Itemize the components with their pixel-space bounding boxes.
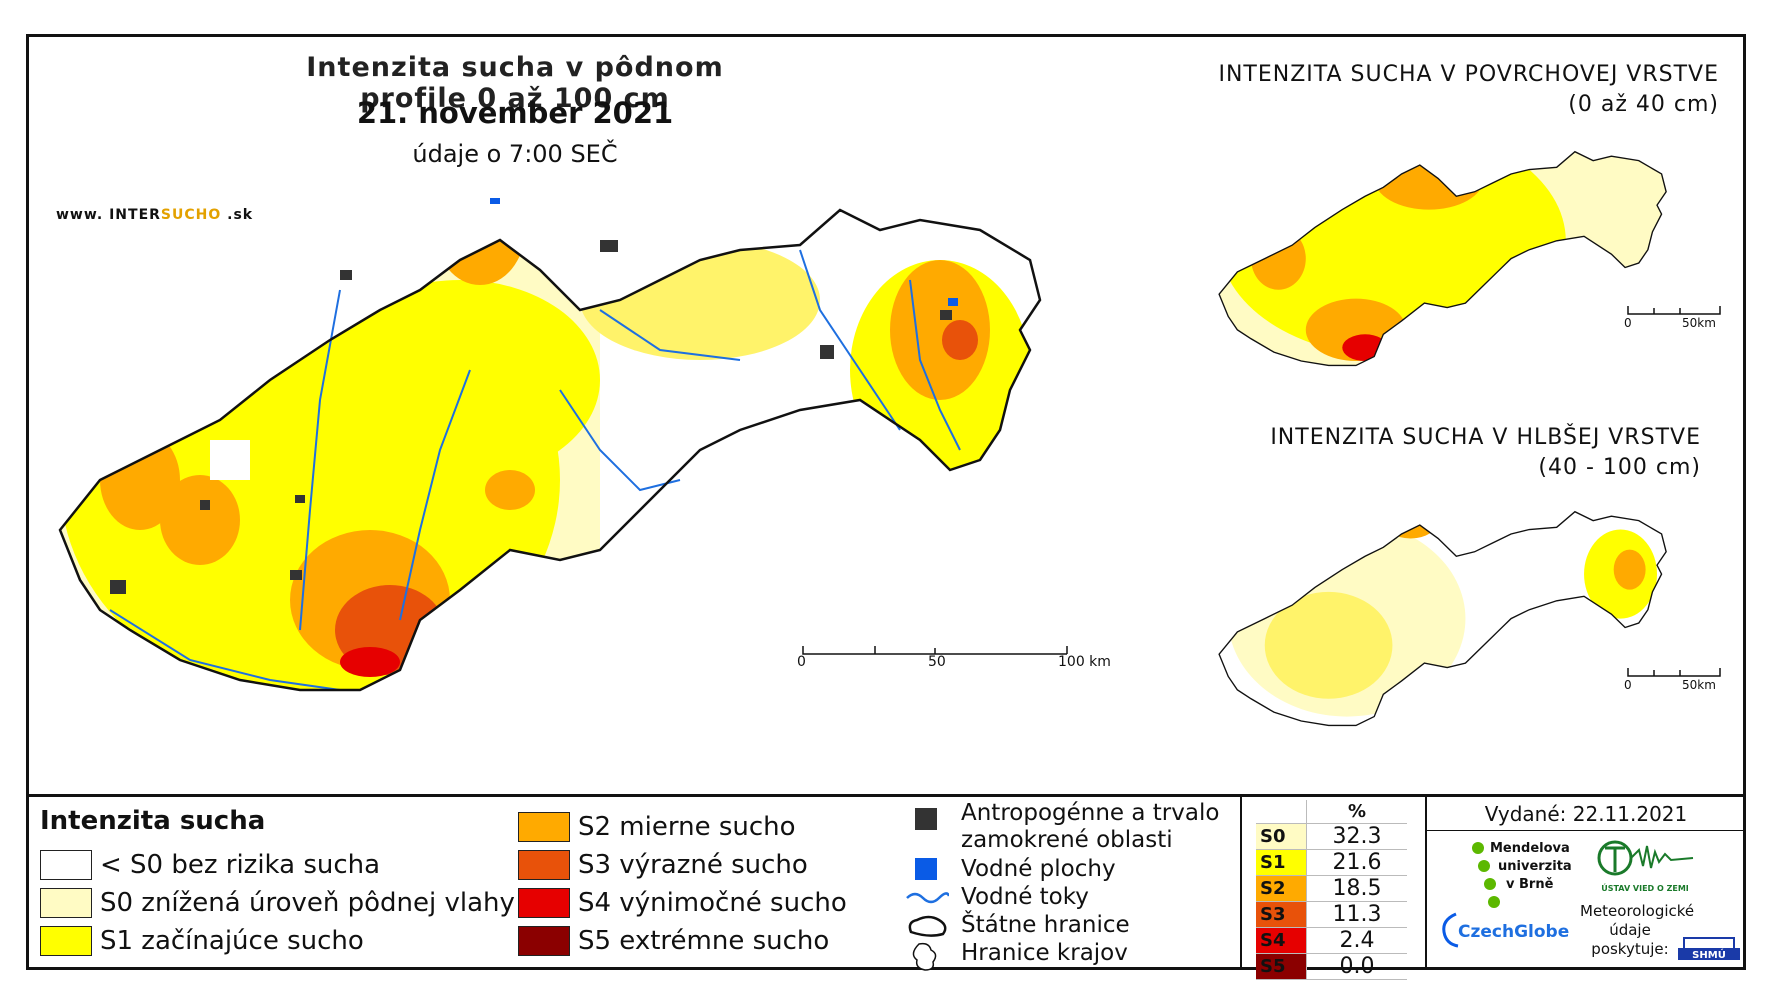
table-row: S1 21.6: [1256, 849, 1407, 876]
table-header-row: %: [1256, 800, 1407, 824]
inset2-scale-label-0: 0: [1624, 678, 1632, 692]
legend-item-s2: S2 mierne sucho: [518, 808, 847, 846]
mendel-dots-icon: [1472, 842, 1500, 908]
czechglobe-swirl-icon: [1442, 912, 1459, 948]
inset2-scale-label-50: 50km: [1682, 678, 1716, 692]
table-row: S5 0.0: [1256, 953, 1407, 980]
legend-symbol-state-border: Štátne hranice: [905, 912, 1245, 940]
legend-item-s3: S3 výrazné sucho: [518, 846, 847, 884]
table-row: S2 18.5: [1256, 875, 1407, 902]
seismograph-icon: [1597, 840, 1694, 876]
legend-swatch: [40, 926, 92, 956]
blue-square-icon: [905, 856, 949, 884]
svg-text:SHMÚ: SHMÚ: [1692, 948, 1726, 961]
dark-square-icon: [905, 800, 949, 832]
ustav-vied-o-zemi-logo: ÚSTAV VIED O ZEMI: [1595, 838, 1695, 893]
legend-swatch: [40, 888, 92, 918]
legend-title: Intenzita sucha: [40, 806, 266, 836]
website-link[interactable]: www. INTERSUCHO .sk: [56, 207, 254, 223]
table-row: S3 11.3: [1256, 901, 1407, 928]
footer-divider: [1425, 797, 1427, 970]
legend-item-below-s0: < S0 bez rizika sucha: [40, 846, 515, 884]
table-row: S4 2.4: [1256, 927, 1407, 954]
legend-swatch: [518, 926, 570, 956]
drought-percentage-table: % S0 32.3 S1 21.6 S2 18.5 S3 11.3 S4 2.4…: [1256, 800, 1407, 980]
inset1-scale-bar: [1627, 306, 1721, 315]
table-row: S0 32.3: [1256, 823, 1407, 850]
map-title: Intenzita sucha v pôdnom profile 0 až 10…: [306, 52, 724, 114]
legend-item-s1: S1 začínajúce sucho: [40, 922, 515, 960]
inset1-scale-label-0: 0: [1624, 316, 1632, 330]
legend-swatch: [518, 850, 570, 880]
inset-deeper-layer-map: [1218, 511, 1667, 727]
meteo-provider-text: Meteorologické údaje poskytuje:: [1580, 902, 1695, 958]
inset1-title-line1: INTENZITA SUCHA V POVRCHOVEJ VRSTVE: [1218, 62, 1719, 87]
state-border-icon: [908, 915, 947, 937]
inset-surface-layer-map: [1218, 151, 1667, 367]
shmu-logo-icon: SHMÚ: [1678, 937, 1740, 961]
legend-symbol-rivers: Vodné toky: [905, 884, 1245, 912]
region-border-icon: [912, 942, 937, 971]
map-subtitle: údaje o 7:00 SEČ: [412, 140, 618, 168]
main-scale-label-50: 50: [928, 654, 946, 670]
legend-item-s5: S5 extrémne sucho: [518, 922, 847, 960]
legend-symbol-urban: Antropogénne a trvalo zamokrené oblasti: [905, 800, 1245, 856]
main-scale-label-100: 100 km: [1058, 654, 1111, 670]
inset1-scale-label-50: 50km: [1682, 316, 1716, 330]
legend-swatch: [518, 812, 570, 842]
legend-column-1: < S0 bez rizika sucha S0 znížená úroveň …: [40, 846, 515, 960]
legend-symbol-water-bodies: Vodné plochy: [905, 856, 1245, 884]
legend-item-s4: S4 výnimočné sucho: [518, 884, 847, 922]
inset2-title-line1: INTENZITA SUCHA V HLBŠEJ VRSTVE: [1270, 425, 1701, 450]
legend-divider: [26, 794, 1746, 797]
issued-date: Vydané: 22.11.2021: [1484, 802, 1688, 826]
inset2-scale-bar: [1627, 668, 1721, 677]
inset1-title-line2: (0 až 40 cm): [1568, 92, 1719, 117]
legend-symbols: Antropogénne a trvalo zamokrené oblasti …: [905, 800, 1245, 972]
river-line-icon: [906, 892, 949, 904]
main-scale-bar: [802, 646, 1068, 655]
legend-column-2: S2 mierne sucho S3 výrazné sucho S4 výni…: [518, 808, 847, 960]
table-divider-left: [1240, 797, 1242, 970]
legend-swatch: [518, 888, 570, 918]
legend-item-s0: S0 znížená úroveň pôdnej vlahy: [40, 884, 515, 922]
legend-swatch: [40, 850, 92, 880]
map-date: 21. november 2021: [356, 96, 674, 130]
main-scale-label-0: 0: [797, 654, 806, 670]
shmu-logo: SHMÚ: [1678, 934, 1740, 962]
issued-divider: [1427, 830, 1743, 831]
main-drought-map: [58, 198, 1042, 692]
inset2-title-line2: (40 - 100 cm): [1538, 455, 1701, 480]
legend-symbol-region-border: Hranice krajov: [905, 940, 1245, 972]
